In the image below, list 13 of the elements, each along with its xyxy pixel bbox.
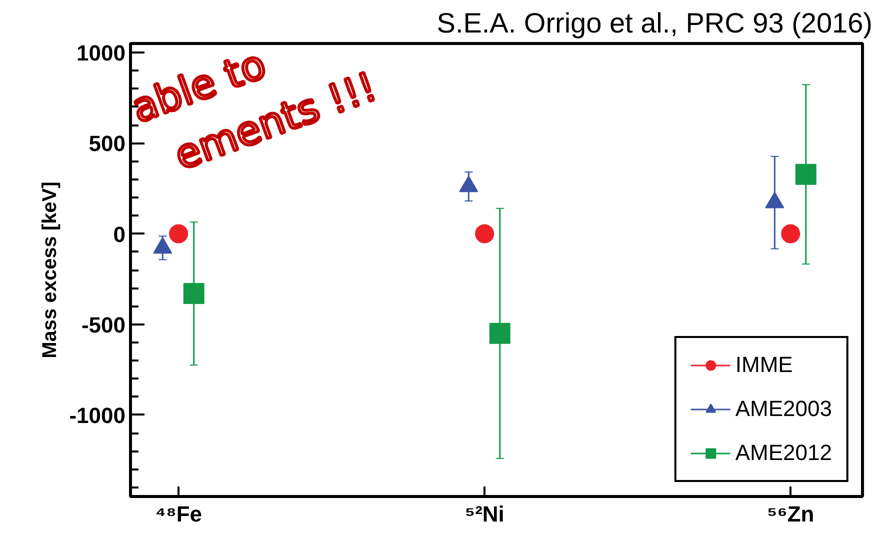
- x-tick-label: ⁵⁶Zn: [766, 502, 814, 526]
- legend-label: IMME: [735, 352, 793, 378]
- y-tick-label: 1000: [76, 40, 126, 66]
- legend-label: AME2012: [735, 440, 832, 466]
- y-tick-label: 500: [88, 131, 126, 156]
- legend-label: AME2003: [735, 396, 832, 422]
- x-tick-label: ⁴⁸Fe: [155, 502, 202, 526]
- y-tick-label: 0: [113, 222, 126, 247]
- y-tick-label: -500: [81, 312, 126, 338]
- text: S.E.A. Orrigo et al., PRC 93 (2016): [436, 8, 873, 38]
- y-axis-title: Mass excess [keV]: [39, 182, 62, 358]
- y-tick-label: -1000: [69, 402, 126, 428]
- x-tick-label: ⁵²Ni: [464, 502, 504, 526]
